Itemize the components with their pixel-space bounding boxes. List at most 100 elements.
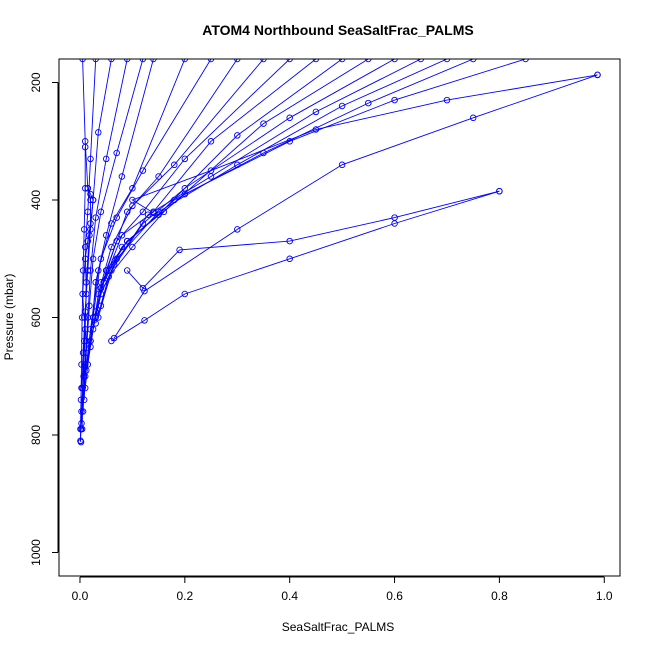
- data-point: [155, 173, 162, 180]
- data-point: [312, 108, 320, 116]
- data-point: [97, 208, 105, 216]
- x-tick-label: 0.4: [281, 589, 298, 603]
- data-point: [87, 226, 94, 233]
- data-point: [113, 214, 120, 221]
- data-point: [92, 214, 99, 221]
- data-point: [84, 361, 92, 368]
- data-point: [181, 290, 189, 298]
- x-tick-label: 0.0: [72, 589, 89, 603]
- data-point: [338, 102, 346, 110]
- data-point: [129, 243, 136, 251]
- data-point: [312, 126, 320, 133]
- x-tick-label: 0.6: [386, 589, 403, 603]
- series-line-6: [84, 59, 186, 377]
- y-tick-label: 200: [29, 72, 43, 92]
- series-line-23: [80, 147, 86, 441]
- data-point: [391, 96, 398, 104]
- data-point: [286, 114, 293, 122]
- data-point: [87, 155, 94, 163]
- data-point: [102, 155, 110, 163]
- x-tick-label: 0.8: [491, 589, 508, 603]
- data-point: [83, 367, 90, 374]
- data-point: [338, 161, 346, 169]
- data-point: [141, 317, 148, 324]
- data-point: [89, 255, 97, 263]
- series-line-16: [100, 59, 448, 295]
- data-point: [84, 267, 92, 274]
- data-point: [443, 96, 451, 104]
- series-line-24: [81, 188, 94, 389]
- series-line-21: [126, 190, 500, 289]
- chart-title: ATOM4 Northbound SeaSaltFrac_PALMS: [202, 22, 473, 38]
- data-point: [286, 237, 293, 245]
- x-axis: 0.0 0.2 0.4 0.6 0.8 1.0: [72, 576, 613, 603]
- data-point: [181, 155, 189, 163]
- data-point: [102, 232, 110, 239]
- data-point: [77, 396, 85, 404]
- data-point: [97, 255, 105, 263]
- series-line-20: [113, 74, 598, 339]
- y-tick-label: 400: [29, 190, 43, 210]
- data-point: [123, 267, 131, 274]
- data-point: [118, 232, 126, 239]
- data-point: [92, 320, 99, 327]
- series-line-19: [131, 74, 598, 214]
- data-point: [139, 167, 147, 174]
- data-point: [79, 349, 87, 357]
- series-line-18: [100, 59, 526, 283]
- x-tick-label: 1.0: [596, 589, 613, 603]
- data-point: [181, 190, 189, 198]
- data-point: [594, 71, 601, 79]
- data-point: [234, 226, 241, 233]
- data-point: [95, 129, 102, 136]
- x-tick-label: 0.2: [176, 589, 193, 603]
- data-point: [84, 185, 92, 192]
- data-point: [79, 267, 87, 274]
- data-point: [365, 99, 372, 107]
- data-point: [77, 425, 84, 433]
- series-line-11: [92, 59, 317, 330]
- data-point: [81, 143, 89, 151]
- series-line-13: [95, 59, 369, 324]
- data-point: [129, 196, 136, 204]
- data-point: [139, 284, 147, 292]
- series-line-22: [111, 190, 500, 342]
- data-point: [86, 232, 93, 239]
- data-point: [129, 185, 136, 192]
- data-point: [80, 314, 88, 321]
- data-point: [139, 208, 147, 216]
- data-point: [89, 326, 97, 333]
- data-point: [113, 149, 120, 157]
- data-point: [207, 138, 215, 145]
- data-point: [95, 267, 102, 274]
- data-point: [84, 237, 92, 245]
- data-point: [118, 173, 126, 180]
- data-point: [89, 196, 97, 204]
- y-tick-label: 600: [29, 307, 43, 327]
- data-point: [139, 220, 147, 227]
- series-line-15: [100, 59, 422, 306]
- data-point: [496, 187, 503, 195]
- data-point: [108, 337, 115, 345]
- series-line-10: [90, 59, 291, 342]
- data-point: [80, 226, 88, 233]
- x-axis-label: SeaSaltFrac_PALMS: [282, 620, 395, 634]
- data-point: [97, 302, 105, 310]
- series-line-9: [90, 59, 264, 347]
- data-point: [78, 361, 85, 368]
- plot-frame: [58, 58, 621, 577]
- data-point: [391, 220, 398, 227]
- data-point: [81, 384, 89, 392]
- data-point: [81, 308, 89, 315]
- y-tick-label: 1000: [29, 539, 43, 566]
- data-point: [81, 243, 89, 251]
- y-axis: 200 400 600 800 1000: [29, 72, 59, 566]
- data-point: [97, 279, 105, 286]
- data-point: [87, 190, 94, 198]
- data-point: [286, 255, 293, 263]
- data-point: [87, 337, 94, 345]
- y-tick-label: 800: [29, 425, 43, 445]
- data-point: [77, 437, 84, 445]
- data-point: [95, 314, 102, 321]
